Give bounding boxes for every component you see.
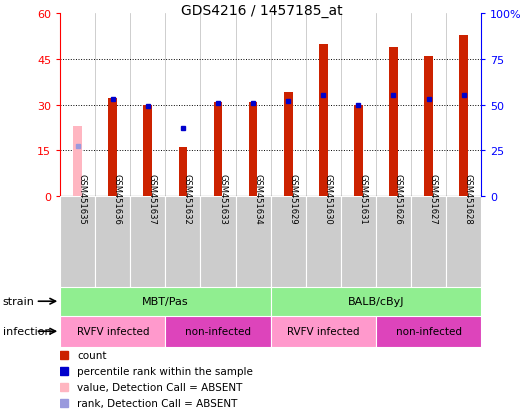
Bar bbox=[60, 287, 271, 316]
Text: GDS4216 / 1457185_at: GDS4216 / 1457185_at bbox=[180, 4, 343, 18]
Bar bbox=[95, 196, 130, 287]
Bar bbox=[284, 93, 292, 196]
Bar bbox=[424, 57, 433, 196]
Bar bbox=[376, 316, 481, 347]
Text: RVFV infected: RVFV infected bbox=[76, 326, 149, 337]
Text: GSM451633: GSM451633 bbox=[218, 173, 227, 224]
Bar bbox=[459, 36, 468, 196]
Bar bbox=[341, 196, 376, 287]
Text: GSM451626: GSM451626 bbox=[393, 173, 403, 224]
Bar bbox=[60, 316, 165, 347]
Bar bbox=[411, 196, 446, 287]
Bar bbox=[271, 316, 376, 347]
Bar bbox=[143, 105, 152, 196]
Bar bbox=[306, 196, 341, 287]
Bar bbox=[249, 102, 257, 196]
Text: GSM451627: GSM451627 bbox=[428, 173, 438, 224]
Bar bbox=[235, 196, 271, 287]
Bar bbox=[354, 105, 363, 196]
Text: GSM451631: GSM451631 bbox=[358, 173, 367, 224]
Text: RVFV infected: RVFV infected bbox=[287, 326, 359, 337]
Bar bbox=[389, 48, 398, 196]
Bar bbox=[200, 196, 235, 287]
Text: rank, Detection Call = ABSENT: rank, Detection Call = ABSENT bbox=[77, 398, 237, 408]
Bar bbox=[271, 287, 481, 316]
Text: non-infected: non-infected bbox=[395, 326, 461, 337]
Bar bbox=[165, 196, 200, 287]
Text: MBT/Pas: MBT/Pas bbox=[142, 297, 189, 306]
Bar bbox=[178, 148, 187, 196]
Bar bbox=[376, 196, 411, 287]
Text: strain: strain bbox=[3, 297, 35, 306]
Bar bbox=[165, 316, 271, 347]
Text: infection: infection bbox=[3, 326, 51, 337]
Bar bbox=[319, 45, 328, 196]
Bar bbox=[130, 196, 165, 287]
Text: GSM451629: GSM451629 bbox=[288, 173, 297, 224]
Bar bbox=[446, 196, 481, 287]
Bar bbox=[73, 126, 82, 196]
Text: GSM451636: GSM451636 bbox=[113, 173, 122, 224]
Bar bbox=[271, 196, 306, 287]
Text: BALB/cByJ: BALB/cByJ bbox=[348, 297, 404, 306]
Text: non-infected: non-infected bbox=[185, 326, 251, 337]
Text: GSM451630: GSM451630 bbox=[323, 173, 332, 224]
Bar bbox=[213, 102, 222, 196]
Bar bbox=[108, 99, 117, 196]
Text: count: count bbox=[77, 350, 107, 360]
Text: GSM451632: GSM451632 bbox=[183, 173, 192, 224]
Bar bbox=[60, 196, 95, 287]
Text: GSM451635: GSM451635 bbox=[78, 173, 87, 224]
Text: percentile rank within the sample: percentile rank within the sample bbox=[77, 366, 253, 376]
Text: value, Detection Call = ABSENT: value, Detection Call = ABSENT bbox=[77, 382, 242, 392]
Text: GSM451637: GSM451637 bbox=[148, 173, 157, 224]
Text: GSM451634: GSM451634 bbox=[253, 173, 262, 224]
Text: GSM451628: GSM451628 bbox=[463, 173, 473, 224]
